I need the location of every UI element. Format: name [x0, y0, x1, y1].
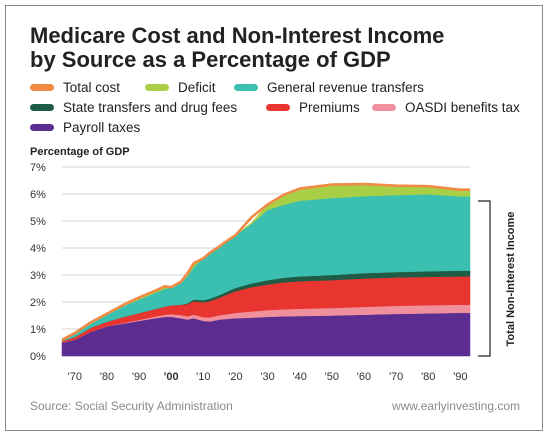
- legend-swatch: [30, 104, 54, 111]
- legend-label: Premiums: [299, 100, 360, 115]
- y-tick-label: 3%: [30, 270, 46, 282]
- site-url: www.earlyinvesting.com: [391, 399, 520, 413]
- legend-swatch: [266, 104, 290, 111]
- x-tick-label: '80: [421, 371, 435, 383]
- area-series: [61, 183, 471, 357]
- chart-title: Medicare Cost and Non-Interest Income by…: [30, 24, 530, 72]
- legend-label: OASDI benefits tax: [405, 100, 520, 115]
- legend-item-payroll: Payroll taxes: [30, 120, 140, 135]
- legend-item-premiums: Premiums: [266, 100, 360, 115]
- x-tick-label: '70: [389, 371, 403, 383]
- y-tick-label: 7%: [30, 162, 46, 174]
- source-note: Source: Social Security Administration: [30, 399, 233, 413]
- legend-swatch: [30, 124, 54, 131]
- x-tick-label: '90: [453, 371, 467, 383]
- line-total-cost: [61, 182, 470, 341]
- legend-label: Payroll taxes: [63, 120, 141, 135]
- x-tick-label: '40: [293, 371, 307, 383]
- x-tick-label: '10: [196, 371, 210, 383]
- legend-label: Total cost: [63, 80, 121, 95]
- x-tick-labels: '70 '80 '90 '00 '10 '20 '30 '40 '50 '60 '70 '80 '90: [68, 371, 468, 383]
- x-tick-label: '30: [260, 371, 274, 383]
- income-bracket: Total Non-Interest Income: [478, 200, 517, 357]
- y-tick-label: 4%: [30, 243, 46, 255]
- x-tick-label: '20: [228, 371, 242, 383]
- legend-item-oasdi: OASDI benefits tax: [372, 100, 520, 115]
- legend-swatch: [145, 84, 169, 91]
- y-tick-label: 0%: [30, 351, 46, 363]
- legend-swatch: [234, 84, 258, 91]
- y-tick-label: 6%: [30, 189, 46, 201]
- legend-item-total-cost: Total cost: [30, 80, 120, 95]
- legend-label: General revenue transfers: [267, 80, 424, 95]
- legend-swatch: [372, 104, 396, 111]
- x-tick-label: '50: [325, 371, 339, 383]
- legend-label: Deficit: [178, 80, 216, 95]
- chart-title-line2: by Source as a Percentage of GDP: [30, 47, 391, 72]
- bracket-label: Total Non-Interest Income: [505, 212, 517, 347]
- legend-item-state-transfers: State transfers and drug fees: [30, 100, 237, 115]
- legend-label: State transfers and drug fees: [63, 100, 238, 115]
- y-tick-labels: 0% 1% 2% 3% 4% 5% 6% 7%: [30, 162, 46, 363]
- x-tick-label: '70: [68, 371, 82, 383]
- chart-title-line1: Medicare Cost and Non-Interest Income: [30, 23, 445, 48]
- y-tick-label: 5%: [30, 216, 46, 228]
- legend-item-deficit: Deficit: [145, 80, 216, 95]
- legend-item-general-revenue: General revenue transfers: [234, 80, 424, 95]
- line-series: [61, 182, 470, 341]
- x-tick-label: '00: [164, 371, 179, 383]
- y-tick-label: 1%: [30, 324, 46, 336]
- legend-swatch: [30, 84, 54, 91]
- x-tick-label: '60: [357, 371, 371, 383]
- y-axis-title: Percentage of GDP: [30, 146, 130, 158]
- bracket-line: [478, 200, 491, 357]
- x-tick-label: '90: [132, 371, 146, 383]
- y-tick-label: 2%: [30, 297, 46, 309]
- x-tick-label: '80: [100, 371, 114, 383]
